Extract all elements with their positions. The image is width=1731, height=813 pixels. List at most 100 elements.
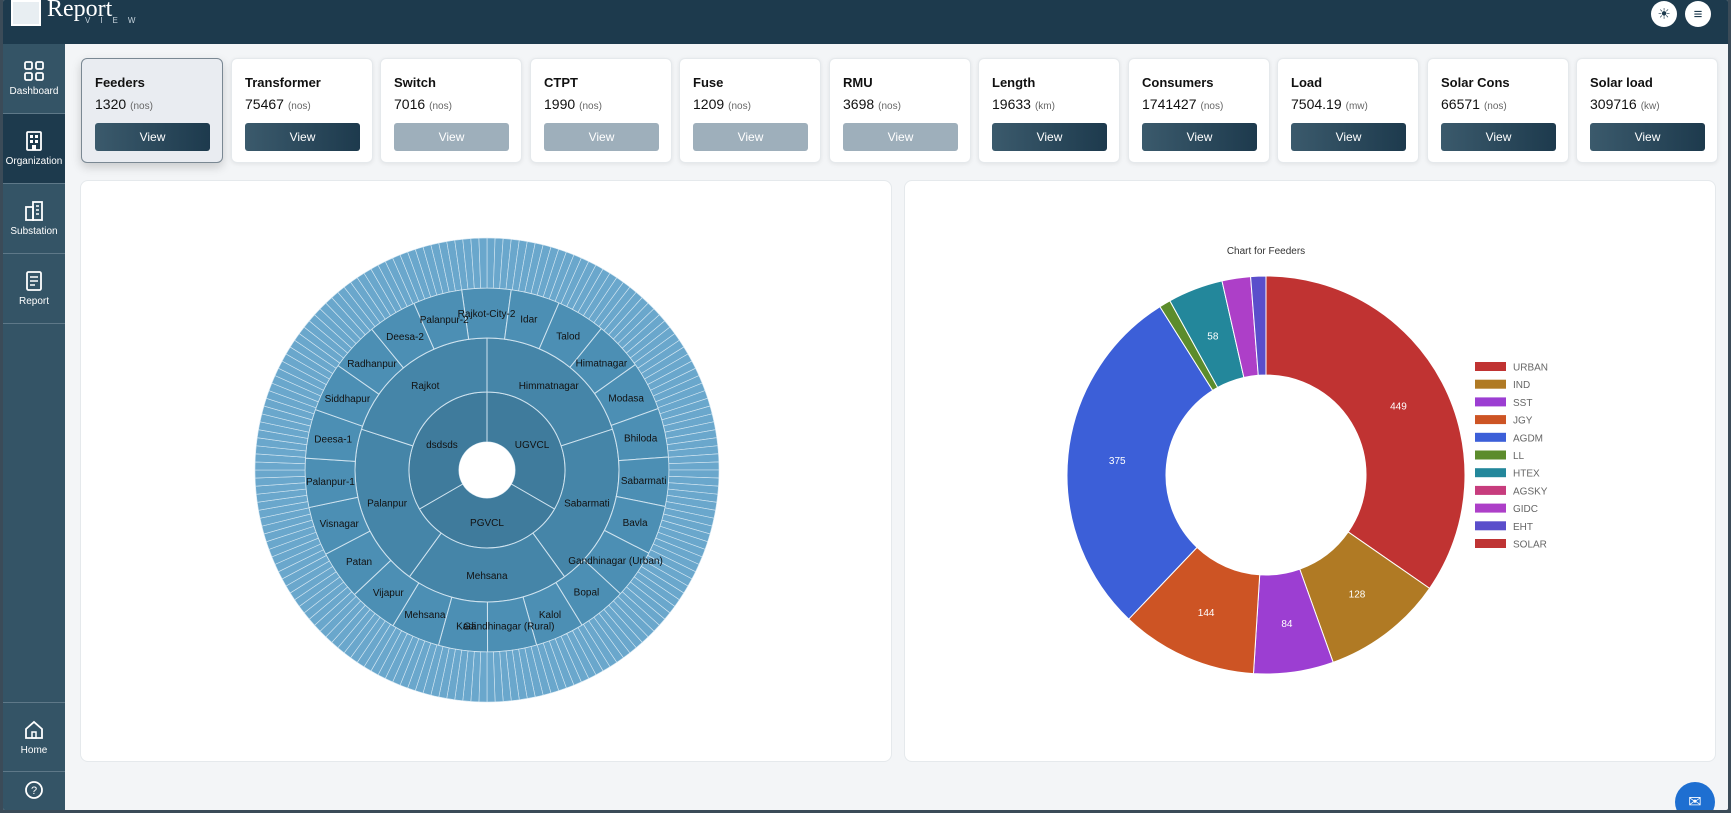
card-value-number: 7016 — [394, 96, 426, 112]
top-bar: Report VIEW ☀ ≡ — [3, 0, 1728, 44]
card-value: 309716 (kw) — [1590, 96, 1660, 112]
view-button[interactable]: View — [693, 123, 808, 151]
card-title: Switch — [394, 75, 436, 90]
card-unit: (nos) — [1483, 101, 1507, 112]
card-unit: (km) — [1034, 101, 1055, 112]
legend-label[interactable]: AGDM — [1513, 433, 1543, 444]
sunburst-label: Bopal — [574, 587, 600, 598]
card-value-number: 19633 — [992, 96, 1031, 112]
help-icon: ? — [25, 781, 43, 799]
view-button[interactable]: View — [544, 123, 659, 151]
dashboard-icon — [24, 61, 44, 81]
sunburst-leaf-segment[interactable] — [486, 651, 496, 703]
sunburst-label: Himmatnagar — [519, 381, 580, 392]
home-icon — [25, 720, 43, 739]
sunburst-label: Modasa — [608, 393, 644, 404]
legend-label[interactable]: GIDC — [1513, 504, 1538, 515]
view-button[interactable]: View — [394, 123, 509, 151]
view-button[interactable]: View — [95, 123, 210, 151]
sidebar-item-home[interactable]: Home — [3, 702, 65, 772]
sunburst-label: Visnagar — [320, 519, 360, 530]
summary-card-consumers[interactable]: Consumers 1741427 (nos) View — [1128, 58, 1270, 163]
summary-card-transformer[interactable]: Transformer 75467 (nos) View — [231, 58, 373, 163]
legend-swatch — [1475, 485, 1506, 495]
sunburst-label: Idar — [520, 315, 538, 326]
sunburst-label: Gandhinagar (Urban) — [568, 556, 663, 567]
donut-slice-agdm[interactable] — [1066, 305, 1214, 620]
donut-data-label: 84 — [1281, 619, 1293, 630]
sunburst-label: Talod — [556, 332, 580, 343]
card-unit: (nos) — [130, 101, 153, 112]
legend-label[interactable]: HTEX — [1513, 469, 1540, 480]
summary-card-load[interactable]: Load 7504.19 (mw) View — [1277, 58, 1419, 163]
sunburst-leaf-segment[interactable] — [478, 237, 488, 289]
view-button[interactable]: View — [1590, 123, 1705, 151]
legend-label[interactable]: EHT — [1513, 522, 1533, 533]
legend-swatch — [1475, 397, 1506, 407]
sunburst-leaf-segment[interactable] — [668, 461, 720, 471]
legend-swatch — [1475, 432, 1506, 442]
summary-card-solar-cons[interactable]: Solar Cons 66571 (nos) View — [1427, 58, 1569, 163]
donut-slice-eht[interactable] — [1250, 275, 1267, 376]
sunburst-label: Vijapur — [373, 588, 405, 599]
menu-button[interactable]: ≡ — [1685, 1, 1711, 27]
legend-swatch — [1475, 379, 1506, 389]
summary-card-length[interactable]: Length 19633 (km) View — [978, 58, 1120, 163]
sunburst-label: UGVCL — [515, 440, 550, 451]
sidebar-item-substation[interactable]: Substation — [3, 184, 65, 254]
sidebar-item-label: Organization — [5, 156, 63, 167]
summary-card-switch[interactable]: Switch 7016 (nos) View — [380, 58, 522, 163]
sunburst-label: Kadi — [456, 622, 476, 633]
theme-toggle-button[interactable]: ☀ — [1651, 1, 1677, 27]
sunburst-chart[interactable]: UGVCL PGVCL dsdsds Himmatnagar Sabarmati Mehs… — [81, 181, 893, 763]
donut-slice-urban[interactable] — [1265, 275, 1466, 590]
sunburst-label: Radhanpur — [347, 359, 397, 370]
card-unit: (nos) — [429, 101, 452, 112]
legend-label[interactable]: SST — [1513, 398, 1532, 409]
sunburst-leaf-segment[interactable] — [254, 469, 306, 479]
sunburst-center — [459, 442, 515, 498]
legend-label[interactable]: JGY — [1513, 416, 1533, 427]
card-title: RMU — [843, 75, 873, 90]
legend-label[interactable]: URBAN — [1513, 363, 1548, 374]
legend-swatch — [1475, 539, 1506, 548]
logo-wordmark: Report VIEW — [41, 0, 145, 25]
substation-icon — [25, 201, 43, 221]
legend-label[interactable]: SOLAR — [1513, 540, 1547, 551]
summary-card-fuse[interactable]: Fuse 1209 (nos) View — [679, 58, 821, 163]
chart-title: Chart for Feeders — [1227, 246, 1305, 257]
view-button[interactable]: View — [1291, 123, 1406, 151]
sidebar-item-report[interactable]: Report — [3, 254, 65, 324]
view-button[interactable]: View — [1441, 123, 1556, 151]
sunburst-label: Deesa-2 — [386, 332, 424, 343]
sidebar-item-organization[interactable]: Organization — [3, 114, 65, 184]
view-button[interactable]: View — [1142, 123, 1257, 151]
sidebar-item-dashboard[interactable]: Dashboard — [3, 44, 65, 114]
card-title: Fuse — [693, 75, 724, 90]
legend-swatch — [1475, 450, 1506, 460]
card-unit: (nos) — [579, 101, 602, 112]
summary-card-feeders[interactable]: Feeders 1320 (nos) View — [81, 58, 223, 163]
card-value: 66571 (nos) — [1441, 96, 1507, 112]
sunburst-label: Mehsana — [404, 610, 446, 621]
feeders-donut-chart[interactable]: Chart for Feeders 449 128 84 144 375 58 URBAN IN… — [905, 181, 1717, 763]
summary-card-solar-load[interactable]: Solar load 309716 (kw) View — [1576, 58, 1718, 163]
view-button[interactable]: View — [245, 123, 360, 151]
summary-card-ctpt[interactable]: CTPT 1990 (nos) View — [530, 58, 672, 163]
chat-button[interactable]: ✉ — [1675, 782, 1715, 810]
legend-label[interactable]: IND — [1513, 380, 1530, 391]
sunburst-label: Kalol — [539, 610, 561, 621]
sunburst-label: Sabarmati — [564, 498, 610, 509]
donut-data-label: 144 — [1198, 608, 1215, 619]
view-button[interactable]: View — [843, 123, 958, 151]
card-value-number: 66571 — [1441, 96, 1480, 112]
legend-label[interactable]: AGSKY — [1513, 486, 1548, 497]
card-title: Consumers — [1142, 75, 1214, 90]
legend-label[interactable]: LL — [1513, 451, 1525, 462]
app-logo[interactable]: Report VIEW — [11, 0, 145, 26]
sidebar-item-help[interactable]: ? — [3, 772, 65, 810]
card-title: Solar Cons — [1441, 75, 1510, 90]
view-button[interactable]: View — [992, 123, 1107, 151]
card-title: Feeders — [95, 75, 145, 90]
summary-card-rmu[interactable]: RMU 3698 (nos) View — [829, 58, 971, 163]
